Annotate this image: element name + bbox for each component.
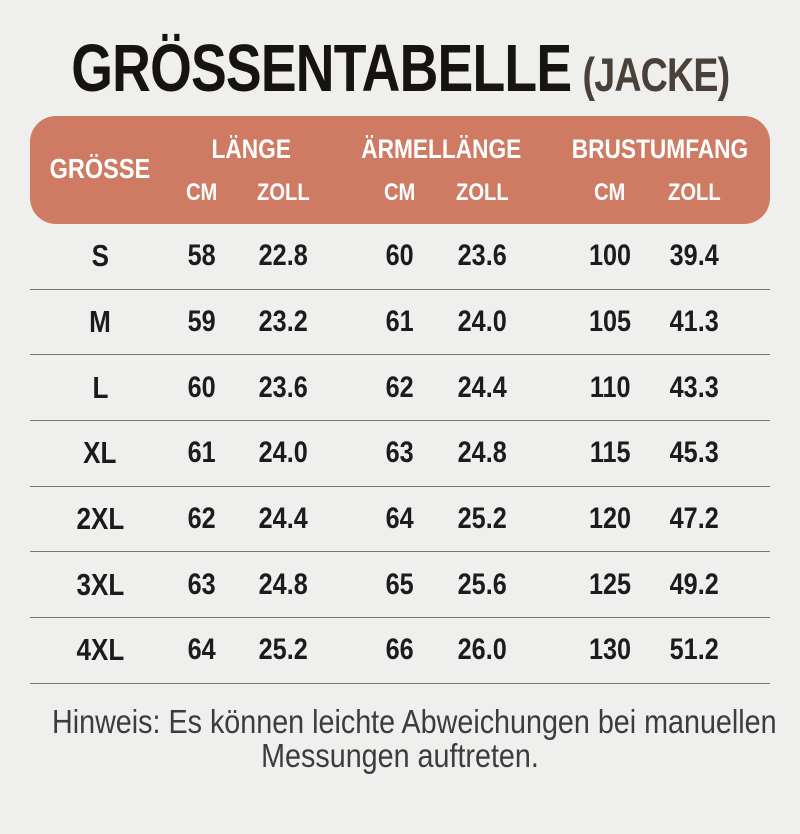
brustumfang-cm-value: 115	[589, 436, 631, 470]
footnote: Hinweis: Es können leichte Abweichungen …	[0, 702, 800, 774]
table-row-l: L 60 23.6 62 24.4 110 43.3	[30, 355, 770, 422]
brustumfang-zoll-value: 47.2	[669, 502, 719, 536]
brustumfang-zoll-value: 49.2	[669, 567, 719, 601]
size-table: GRÖSSE LÄNGE ÄRMELLÄNGE BRUSTUMFANG CM Z…	[30, 116, 770, 684]
header-aermellaenge-cm: CM	[384, 179, 416, 206]
aermellaenge-cm-value: 60	[385, 239, 415, 273]
header-brustumfang: BRUSTUMFANG	[571, 133, 749, 164]
header-laenge-cm: CM	[186, 179, 218, 206]
aermellaenge-zoll-value: 25.2	[457, 502, 507, 536]
header-brustumfang-zoll: ZOLL	[667, 179, 721, 206]
table-row-3xl: 3XL 63 24.8 65 25.6 125 49.2	[30, 552, 770, 619]
brustumfang-cm-value: 110	[589, 370, 631, 404]
laenge-cm-value: 61	[187, 436, 217, 470]
brustumfang-cm-value: 130	[588, 633, 632, 667]
laenge-zoll-value: 23.6	[258, 370, 308, 404]
title-main: GRÖSSENTABELLE	[70, 30, 572, 106]
size-label: XL	[83, 435, 117, 471]
brustumfang-cm-value: 105	[588, 305, 632, 339]
brustumfang-zoll-value: 39.4	[669, 239, 719, 273]
laenge-zoll-value: 22.8	[258, 239, 308, 273]
aermellaenge-zoll-value: 24.8	[457, 436, 507, 470]
page-title: GRÖSSENTABELLE (JACKE)	[0, 31, 800, 106]
brustumfang-zoll-value: 43.3	[669, 370, 719, 404]
brustumfang-cm-value: 125	[588, 567, 632, 601]
footnote-line1: Hinweis: Es können leichte Abweichungen …	[52, 702, 777, 740]
table-row-4xl: 4XL 64 25.2 66 26.0 130 51.2	[30, 618, 770, 684]
aermellaenge-cm-value: 66	[385, 633, 415, 667]
laenge-zoll-value: 24.8	[258, 567, 308, 601]
laenge-cm-value: 63	[187, 567, 217, 601]
laenge-cm-value: 62	[187, 502, 217, 536]
aermellaenge-zoll-value: 24.4	[457, 370, 507, 404]
footnote-line2: Messungen auftreten.	[261, 736, 539, 774]
table-row-2xl: 2XL 62 24.4 64 25.2 120 47.2	[30, 487, 770, 553]
size-label: M	[89, 304, 111, 340]
laenge-zoll-value: 24.4	[258, 502, 308, 536]
size-label: 2XL	[76, 501, 124, 537]
aermellaenge-cm-value: 61	[385, 305, 415, 339]
header-aermellaenge-zoll: ZOLL	[455, 179, 509, 206]
table-row-xl: XL 61 24.0 63 24.8 115 45.3	[30, 421, 770, 487]
laenge-cm-value: 60	[187, 370, 217, 404]
aermellaenge-cm-value: 64	[385, 502, 415, 536]
laenge-cm-value: 64	[187, 633, 217, 667]
table-header: GRÖSSE LÄNGE ÄRMELLÄNGE BRUSTUMFANG CM Z…	[30, 116, 770, 224]
brustumfang-cm-value: 100	[588, 239, 632, 273]
laenge-cm-value: 59	[187, 305, 217, 339]
laenge-cm-value: 58	[187, 239, 217, 273]
size-label: 3XL	[76, 566, 124, 602]
aermellaenge-zoll-value: 26.0	[457, 633, 507, 667]
aermellaenge-zoll-value: 25.6	[457, 567, 507, 601]
size-label: S	[91, 238, 109, 274]
aermellaenge-zoll-value: 24.0	[457, 305, 507, 339]
laenge-zoll-value: 24.0	[258, 436, 308, 470]
header-aermellaenge: ÄRMELLÄNGE	[360, 133, 522, 164]
size-label: L	[92, 369, 108, 405]
header-laenge-zoll: ZOLL	[256, 179, 310, 206]
header-brustumfang-cm: CM	[594, 179, 626, 206]
brustumfang-cm-value: 120	[588, 502, 632, 536]
laenge-zoll-value: 25.2	[258, 633, 308, 667]
aermellaenge-cm-value: 62	[385, 370, 415, 404]
brustumfang-zoll-value: 45.3	[669, 436, 719, 470]
table-row-m: M 59 23.2 61 24.0 105 41.3	[30, 290, 770, 356]
title-suffix: (JACKE)	[582, 47, 730, 101]
laenge-zoll-value: 23.2	[258, 305, 308, 339]
brustumfang-zoll-value: 41.3	[669, 305, 719, 339]
brustumfang-zoll-value: 51.2	[669, 633, 719, 667]
table-row-s: S 58 22.8 60 23.6 100 39.4	[30, 224, 770, 290]
aermellaenge-cm-value: 65	[385, 567, 415, 601]
size-label: 4XL	[76, 632, 124, 668]
header-groesse: GRÖSSE	[49, 153, 151, 184]
aermellaenge-zoll-value: 23.6	[457, 239, 507, 273]
header-laenge: LÄNGE	[211, 133, 291, 164]
aermellaenge-cm-value: 63	[385, 436, 415, 470]
